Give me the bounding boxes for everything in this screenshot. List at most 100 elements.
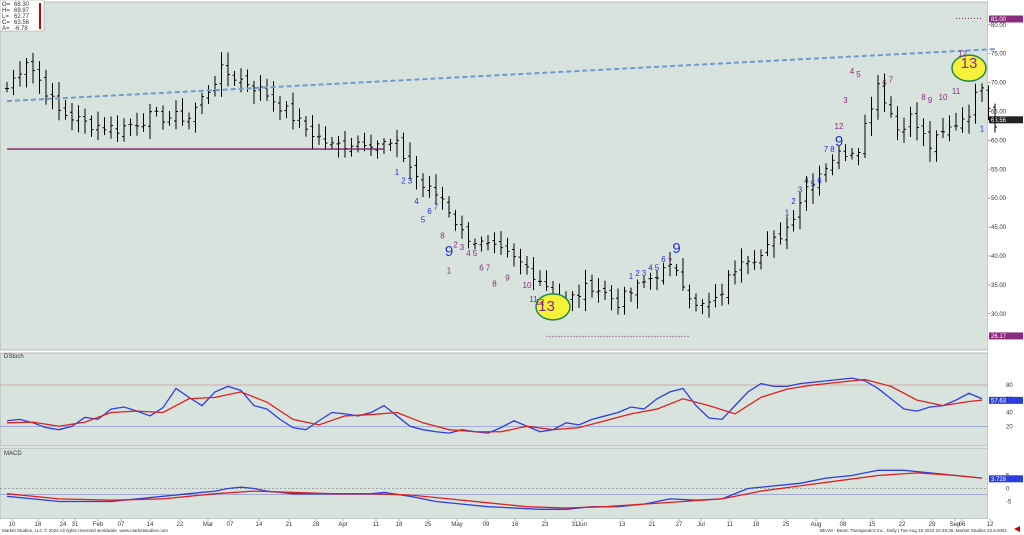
ohlc-bar bbox=[18, 61, 22, 87]
setup-count: 10 bbox=[523, 281, 532, 290]
setup-count: 1 bbox=[395, 168, 400, 177]
ohlc-bar bbox=[44, 69, 48, 105]
scroll-left-arrow-icon[interactable] bbox=[1014, 526, 1020, 532]
ohlc-bar bbox=[297, 108, 302, 128]
ohlc-bar bbox=[830, 154, 835, 176]
ohlc-bar bbox=[310, 114, 315, 150]
ohlc-bar bbox=[986, 85, 991, 121]
price-tick-label: 35.00 bbox=[991, 283, 1007, 289]
macd-tick-label: 0 bbox=[1006, 487, 1010, 493]
trendline bbox=[6, 48, 996, 103]
stoch-tick-label: 40 bbox=[1006, 411, 1013, 417]
readout-change-value: -6.78 bbox=[14, 26, 28, 32]
setup-count: 8 bbox=[921, 93, 926, 102]
ohlc-bar bbox=[570, 291, 575, 312]
setup-count: 1 bbox=[785, 209, 790, 218]
x-tick-label: 16 bbox=[512, 522, 519, 528]
ohlc-bar bbox=[232, 70, 237, 86]
ohlc-bar bbox=[941, 117, 945, 139]
ohlc-bar bbox=[200, 92, 204, 114]
ohlc-bar bbox=[434, 174, 438, 205]
ohlc-bar bbox=[57, 82, 61, 121]
setup-count: 1 bbox=[447, 266, 452, 275]
ohlc-bar bbox=[453, 209, 458, 231]
x-tick-label: Aug bbox=[811, 522, 822, 528]
ohlc-bar bbox=[479, 236, 484, 252]
readout-open-value: 68.30 bbox=[14, 2, 30, 8]
stoch-badge-bg bbox=[989, 396, 1023, 404]
ohlc-bar bbox=[76, 105, 81, 133]
price-tick-label: 45.00 bbox=[991, 225, 1007, 231]
ohlc-bar bbox=[785, 216, 789, 250]
setup-count: 1 bbox=[980, 125, 985, 134]
stoch-tick-label: 80 bbox=[1006, 383, 1013, 389]
ohlc-bar bbox=[791, 209, 796, 232]
ohlc-bar bbox=[499, 231, 503, 255]
setup-count: 6 bbox=[479, 263, 484, 272]
ohlc-bar bbox=[577, 284, 581, 308]
x-tick-label: 22 bbox=[177, 522, 184, 528]
x-tick-label: 25 bbox=[783, 522, 790, 528]
ohlc-bar bbox=[739, 248, 744, 283]
ohlc-bar bbox=[154, 106, 159, 117]
x-tick-label: 18 bbox=[753, 522, 760, 528]
ohlc-bar bbox=[798, 191, 802, 230]
setup-count: 5 bbox=[856, 70, 861, 79]
ohlc-bar bbox=[284, 101, 289, 119]
x-tick-label: 18 bbox=[396, 522, 403, 528]
ohlc-bar bbox=[395, 129, 399, 158]
ohlc-bar bbox=[726, 270, 731, 305]
macd-line bbox=[6, 469, 983, 510]
footer-copyright: Market Studies, LLC © 2022 All rights re… bbox=[2, 527, 168, 533]
ohlc-bar bbox=[707, 292, 711, 318]
ohlc-bar bbox=[161, 105, 165, 130]
setup-count: 3 bbox=[798, 185, 803, 194]
x-tick-label: 31 bbox=[572, 522, 579, 528]
ohlc-bar bbox=[661, 262, 666, 285]
readout-low-value: 62.77 bbox=[14, 14, 30, 20]
setup-count: 9 bbox=[445, 243, 453, 260]
x-tick-label: 15 bbox=[869, 522, 876, 528]
price-badge-low: 26.17 bbox=[989, 332, 1023, 340]
setup-count: 4 bbox=[804, 177, 809, 186]
ohlc-bar bbox=[291, 92, 295, 130]
macd-signal-line bbox=[6, 472, 983, 509]
ohlc-bar bbox=[525, 255, 529, 275]
ohlc-bar bbox=[505, 237, 510, 258]
ohlc-bar bbox=[187, 112, 191, 130]
ohlc-bar bbox=[336, 135, 341, 158]
ohlc-bar bbox=[388, 138, 393, 151]
ohlc-bar bbox=[24, 57, 29, 88]
setup-count: 7 bbox=[486, 263, 491, 272]
ohlc-bar bbox=[369, 134, 373, 156]
setup-count: 7 bbox=[889, 76, 894, 85]
x-tick-label: 12 bbox=[987, 522, 994, 528]
x-tick-label: 08 bbox=[840, 522, 847, 528]
price-tick-label: 60.00 bbox=[991, 138, 1007, 144]
ohlc-bar bbox=[843, 144, 848, 162]
ohlc-bar bbox=[583, 269, 588, 312]
setup-count: 9 bbox=[672, 240, 680, 257]
ohlc-bar bbox=[31, 52, 35, 84]
setup-count: 9 bbox=[928, 96, 933, 105]
setup-count: 3 bbox=[460, 243, 465, 252]
setup-count: 7 bbox=[434, 203, 439, 212]
x-tick-label: 11 bbox=[727, 522, 734, 528]
price-badge-high: 81.00 bbox=[989, 15, 1023, 23]
ohlc-bar bbox=[128, 118, 133, 136]
setup-count: 8 bbox=[830, 145, 835, 154]
ohlc-bar bbox=[915, 102, 919, 141]
ohlc-bar bbox=[11, 69, 16, 96]
setup-count: 1 bbox=[629, 272, 634, 281]
ohlc-bar bbox=[427, 176, 432, 198]
price-tick-label: 75.00 bbox=[991, 52, 1007, 58]
ohlc-bar bbox=[778, 222, 783, 245]
stoch-panel: 8060402057.63 bbox=[0, 352, 1024, 447]
ohlc-bar bbox=[869, 96, 874, 137]
readout-change-label: A= bbox=[2, 26, 10, 32]
setup-count: 11 bbox=[529, 295, 538, 304]
ohlc-bar bbox=[752, 250, 757, 270]
x-tick-label: 14 bbox=[147, 522, 154, 528]
ohlc-readout: O= 68.30 H= 69.97 L= 62.77 C= 63.56 A= -… bbox=[0, 0, 45, 32]
